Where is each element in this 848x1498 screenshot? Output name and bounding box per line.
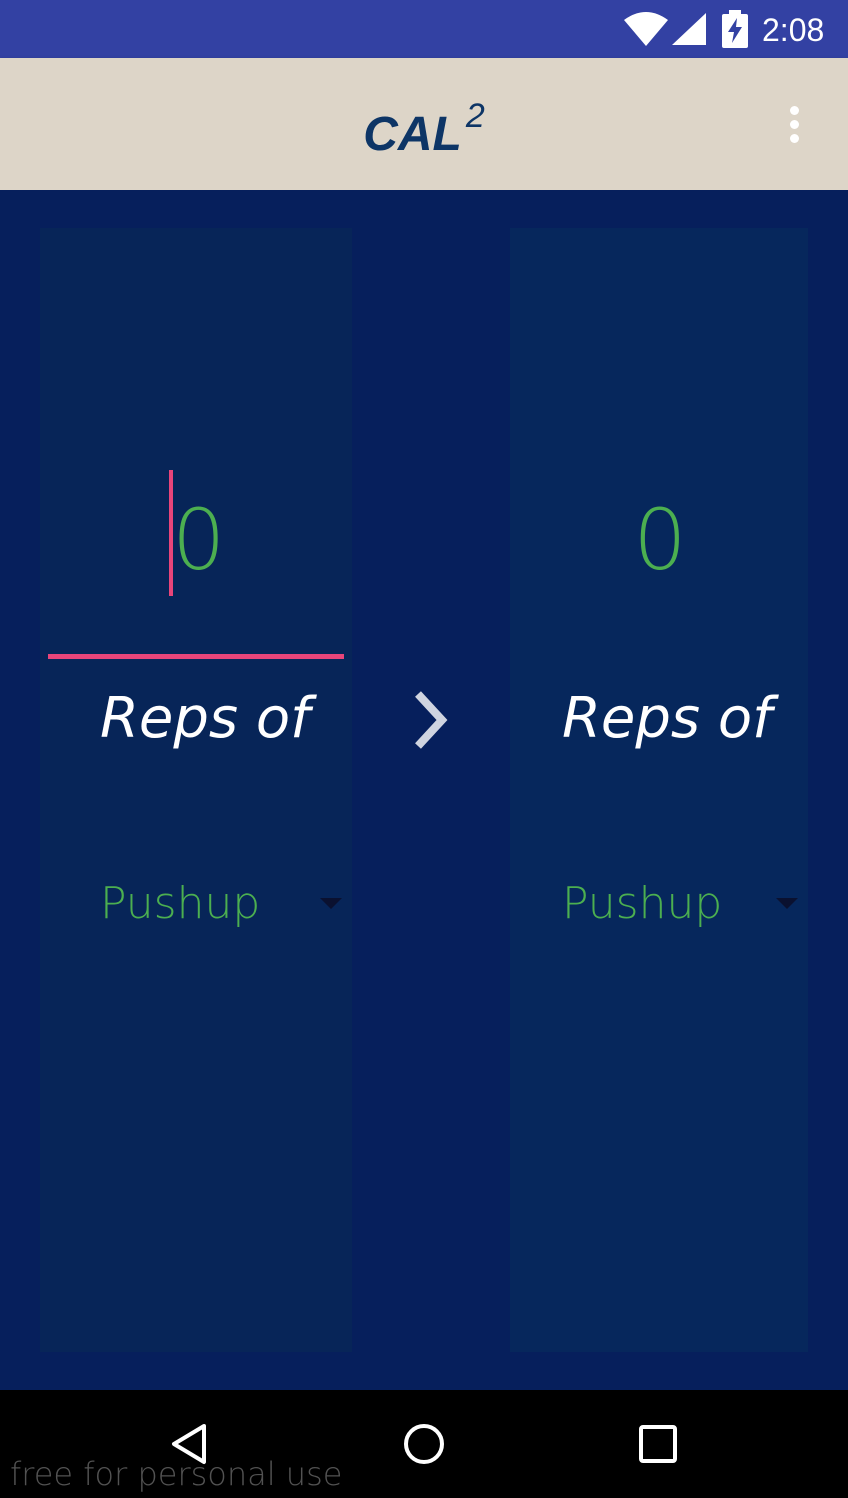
chevron-right-icon — [415, 691, 448, 749]
source-panel: 0 Reps of Pushup — [40, 228, 352, 1352]
source-reps-input[interactable]: 0 — [172, 491, 225, 589]
navigation-bar — [0, 1390, 848, 1498]
home-icon[interactable] — [400, 1420, 448, 1468]
battery-charging-icon — [722, 10, 748, 48]
source-reps-label: Reps of — [100, 686, 310, 751]
status-clock: 2:08 — [762, 12, 825, 48]
target-reps-label: Reps of — [562, 686, 772, 751]
target-exercise-spinner[interactable]: Pushup — [562, 872, 802, 936]
dropdown-arrow-icon — [320, 898, 342, 909]
signal-icon — [672, 13, 706, 45]
source-exercise-spinner[interactable]: Pushup — [100, 872, 346, 936]
target-reps-value: 0 — [633, 491, 686, 589]
overflow-menu-icon[interactable] — [770, 96, 818, 152]
app-title: CAL 2 — [0, 92, 848, 165]
back-icon[interactable] — [166, 1420, 214, 1468]
app-bar: CAL 2 — [0, 58, 848, 190]
target-exercise-value: Pushup — [562, 878, 723, 929]
source-reps-input-underline — [48, 654, 344, 659]
recents-icon[interactable] — [634, 1420, 682, 1468]
dropdown-arrow-icon — [776, 898, 798, 909]
app-title-text: CAL — [363, 108, 462, 161]
converter-area: 0 Reps of Pushup 0 Reps of Pushup — [0, 190, 848, 1390]
text-cursor — [169, 470, 173, 596]
target-panel: 0 Reps of Pushup — [510, 228, 808, 1352]
app-title-superscript: 2 — [465, 97, 485, 135]
wifi-icon — [624, 12, 668, 46]
status-bar: 2:08 — [0, 0, 848, 58]
watermark-text: free for personal use — [10, 1455, 343, 1493]
source-exercise-value: Pushup — [100, 878, 261, 929]
